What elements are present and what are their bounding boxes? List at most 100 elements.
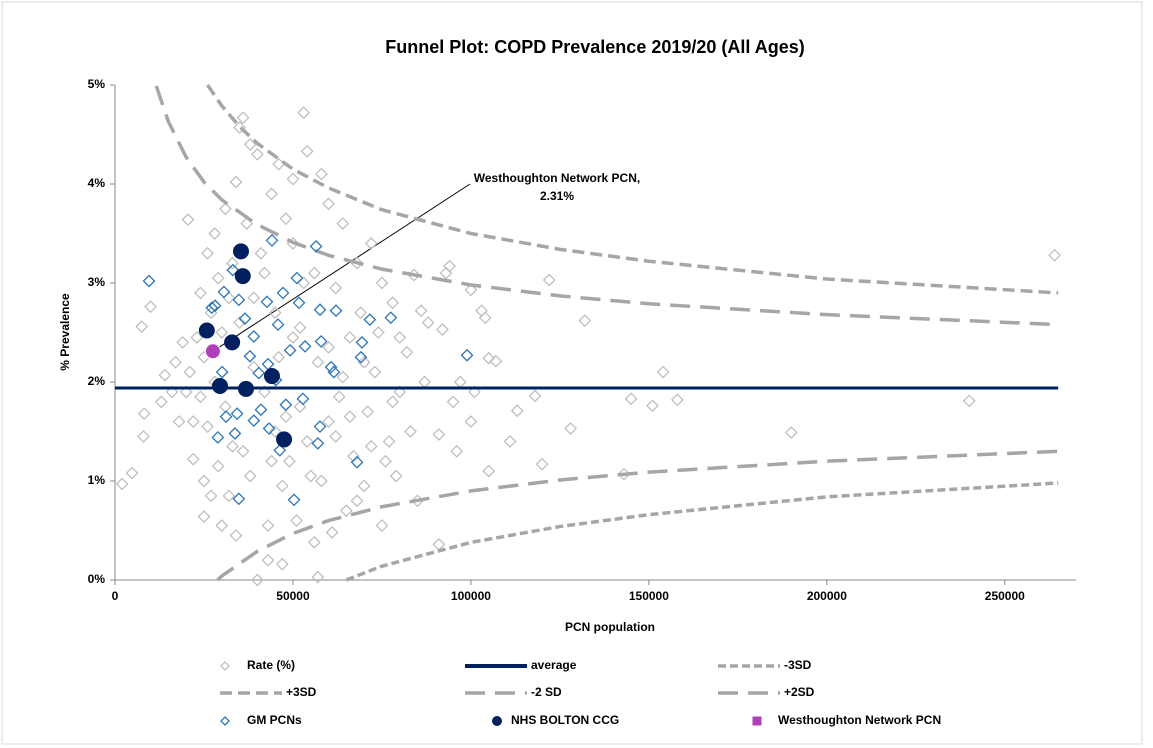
point (329, 281, 343, 295)
point (265, 454, 279, 468)
legend-label: GM PCNs (247, 713, 302, 727)
point (258, 385, 271, 399)
point (350, 455, 364, 469)
point (236, 111, 250, 125)
point (197, 474, 211, 488)
point (379, 454, 392, 468)
point (421, 316, 435, 330)
point (432, 428, 446, 441)
point (564, 422, 578, 435)
point (315, 167, 328, 181)
point (215, 365, 229, 379)
point (393, 385, 407, 399)
legend-label: average (531, 658, 577, 672)
point (265, 187, 279, 201)
point (229, 175, 243, 189)
point (271, 318, 285, 331)
y-tick-label: 5% (88, 77, 106, 91)
point (482, 464, 496, 478)
point (300, 144, 314, 158)
x-tick-label: 150000 (629, 589, 669, 603)
point (311, 570, 325, 584)
point (311, 355, 325, 369)
point (309, 239, 323, 253)
point (304, 469, 318, 483)
point (254, 246, 268, 260)
point (211, 271, 225, 285)
point (190, 331, 204, 344)
point (247, 330, 261, 343)
legend-label: Westhoughton Network PCN (778, 713, 941, 727)
x-tick-label: 100000 (451, 589, 491, 603)
chart-title: Funnel Plot: COPD Prevalence 2019/20 (Al… (385, 37, 804, 57)
point (450, 444, 464, 458)
point (268, 425, 282, 438)
point (211, 459, 225, 473)
point (211, 431, 225, 444)
point (542, 273, 556, 287)
point (670, 393, 684, 407)
point (230, 407, 244, 421)
point (262, 422, 276, 435)
point (228, 427, 242, 440)
point (276, 286, 290, 300)
point (468, 385, 481, 399)
point (350, 494, 364, 508)
point (389, 469, 403, 483)
y-tick-label: 2% (88, 374, 106, 388)
point (198, 322, 215, 339)
point (135, 320, 149, 333)
point (386, 395, 400, 409)
point (464, 415, 478, 429)
point (329, 430, 343, 443)
point (219, 410, 233, 424)
point (339, 504, 353, 518)
point (226, 439, 239, 453)
point (204, 489, 218, 503)
point (158, 368, 172, 382)
point (327, 365, 341, 379)
point (233, 121, 246, 134)
point (261, 519, 275, 532)
point (194, 390, 207, 404)
point (218, 202, 232, 216)
point (247, 291, 261, 305)
point (297, 106, 311, 120)
point (962, 394, 976, 408)
x-tick-label: 50000 (276, 589, 310, 603)
point (137, 407, 151, 421)
point (254, 403, 268, 417)
point (343, 410, 357, 424)
point (311, 436, 325, 450)
point (186, 415, 200, 429)
legend-label: -2 SD (531, 685, 562, 699)
point (172, 415, 186, 429)
point (186, 452, 200, 466)
point (232, 243, 249, 260)
point (287, 493, 301, 507)
point (329, 304, 343, 318)
point (282, 454, 296, 468)
point (464, 283, 478, 297)
point (232, 492, 246, 506)
point (229, 529, 243, 542)
point (503, 434, 517, 448)
point (313, 420, 327, 433)
point (194, 286, 207, 300)
point (347, 449, 360, 463)
point (364, 439, 378, 453)
point (204, 343, 221, 360)
y-tick-label: 3% (88, 275, 106, 289)
legend-label: +3SD (286, 685, 317, 699)
point (243, 137, 257, 151)
point (578, 314, 592, 328)
point (354, 350, 368, 364)
point (510, 404, 524, 418)
y-axis-label: % Prevalence (58, 293, 72, 371)
point (247, 414, 261, 428)
point (375, 276, 389, 290)
x-tick-label: 250000 (985, 589, 1025, 603)
point (293, 400, 307, 414)
point (475, 304, 489, 318)
point (296, 392, 310, 406)
